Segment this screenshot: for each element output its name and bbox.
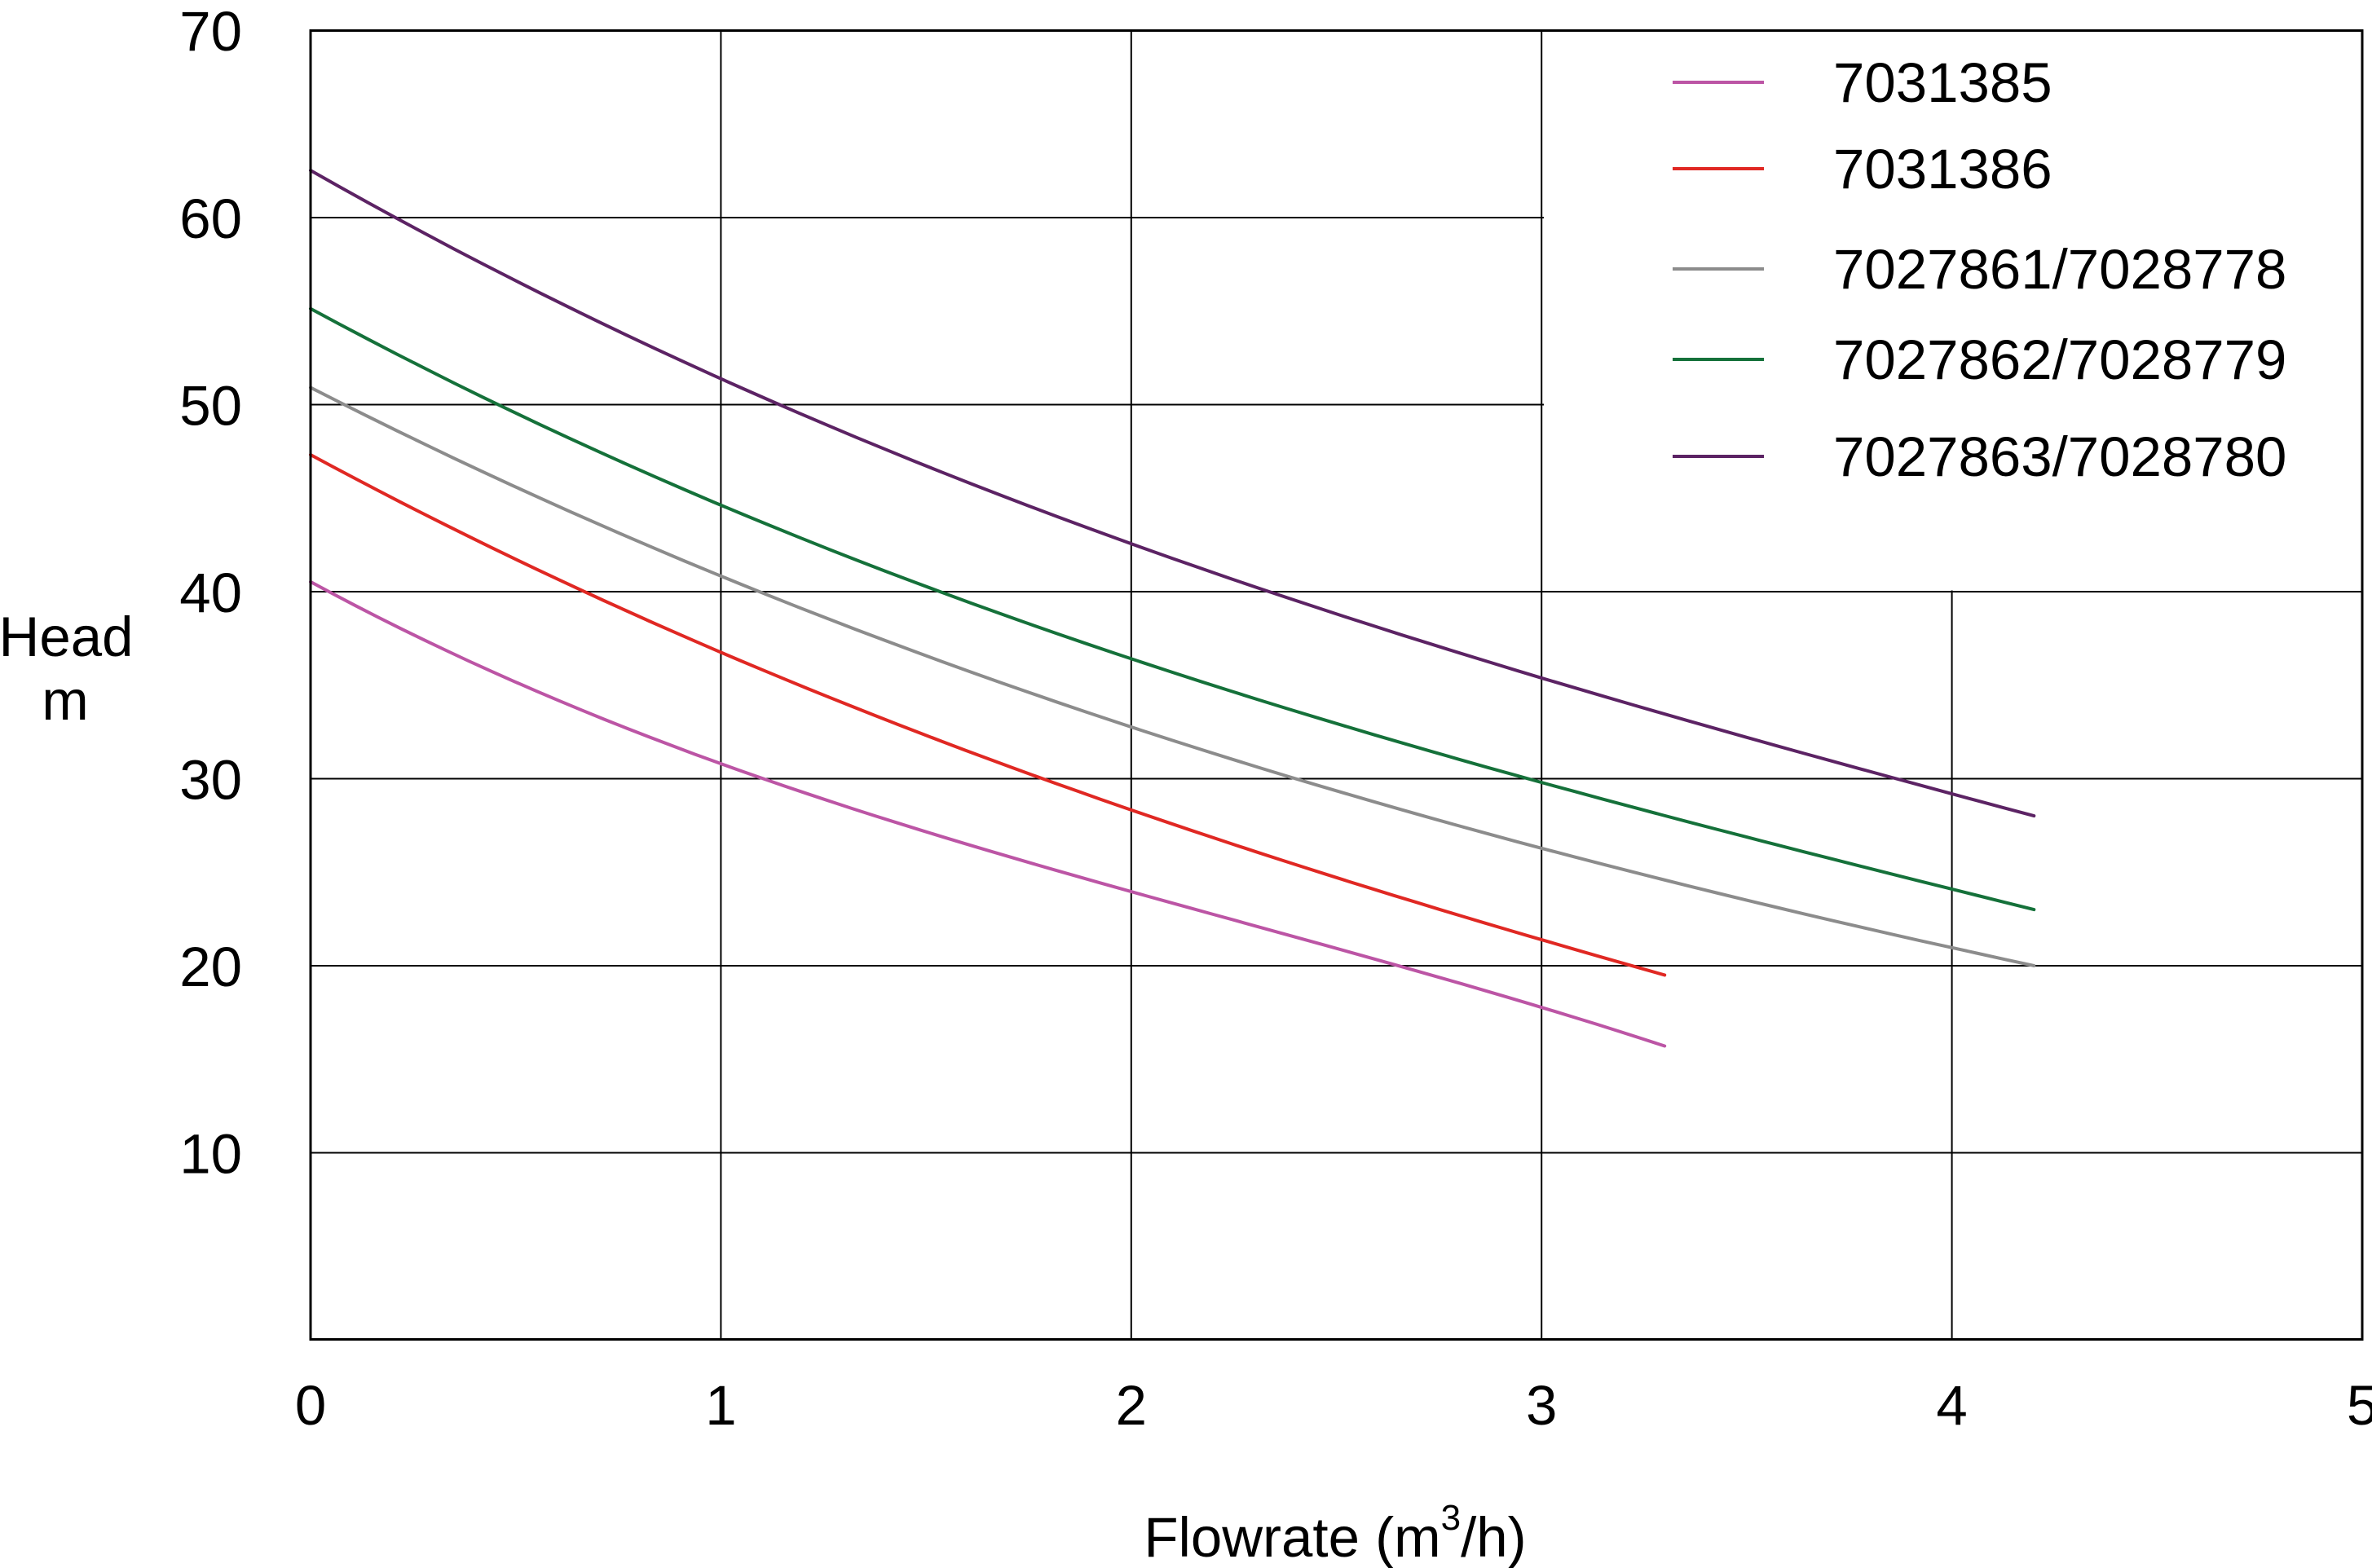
svg-text:1: 1 bbox=[705, 1374, 736, 1437]
svg-text:2: 2 bbox=[1116, 1374, 1147, 1437]
svg-text:70: 70 bbox=[179, 0, 242, 63]
svg-text:3: 3 bbox=[1526, 1374, 1557, 1437]
svg-text:0: 0 bbox=[295, 1374, 326, 1437]
svg-text:50: 50 bbox=[179, 375, 242, 438]
svg-text:4: 4 bbox=[1936, 1374, 1967, 1437]
svg-text:7031386: 7031386 bbox=[1833, 138, 2052, 200]
svg-text:7031385: 7031385 bbox=[1833, 51, 2052, 114]
svg-text:30: 30 bbox=[179, 749, 242, 812]
svg-text:5: 5 bbox=[2347, 1374, 2372, 1437]
svg-text:10: 10 bbox=[179, 1123, 242, 1186]
svg-text:7027862/7028779: 7027862/7028779 bbox=[1833, 328, 2286, 391]
svg-text:60: 60 bbox=[179, 187, 242, 250]
svg-text:40: 40 bbox=[179, 562, 242, 624]
svg-text:20: 20 bbox=[179, 936, 242, 998]
svg-text:7027861/7028778: 7027861/7028778 bbox=[1833, 238, 2286, 301]
svg-text:Flowrate (m3/h): Flowrate (m3/h) bbox=[1144, 1498, 1526, 1568]
svg-text:m: m bbox=[42, 669, 88, 732]
svg-text:Head: Head bbox=[0, 606, 133, 668]
svg-text:7027863/7028780: 7027863/7028780 bbox=[1833, 425, 2286, 488]
